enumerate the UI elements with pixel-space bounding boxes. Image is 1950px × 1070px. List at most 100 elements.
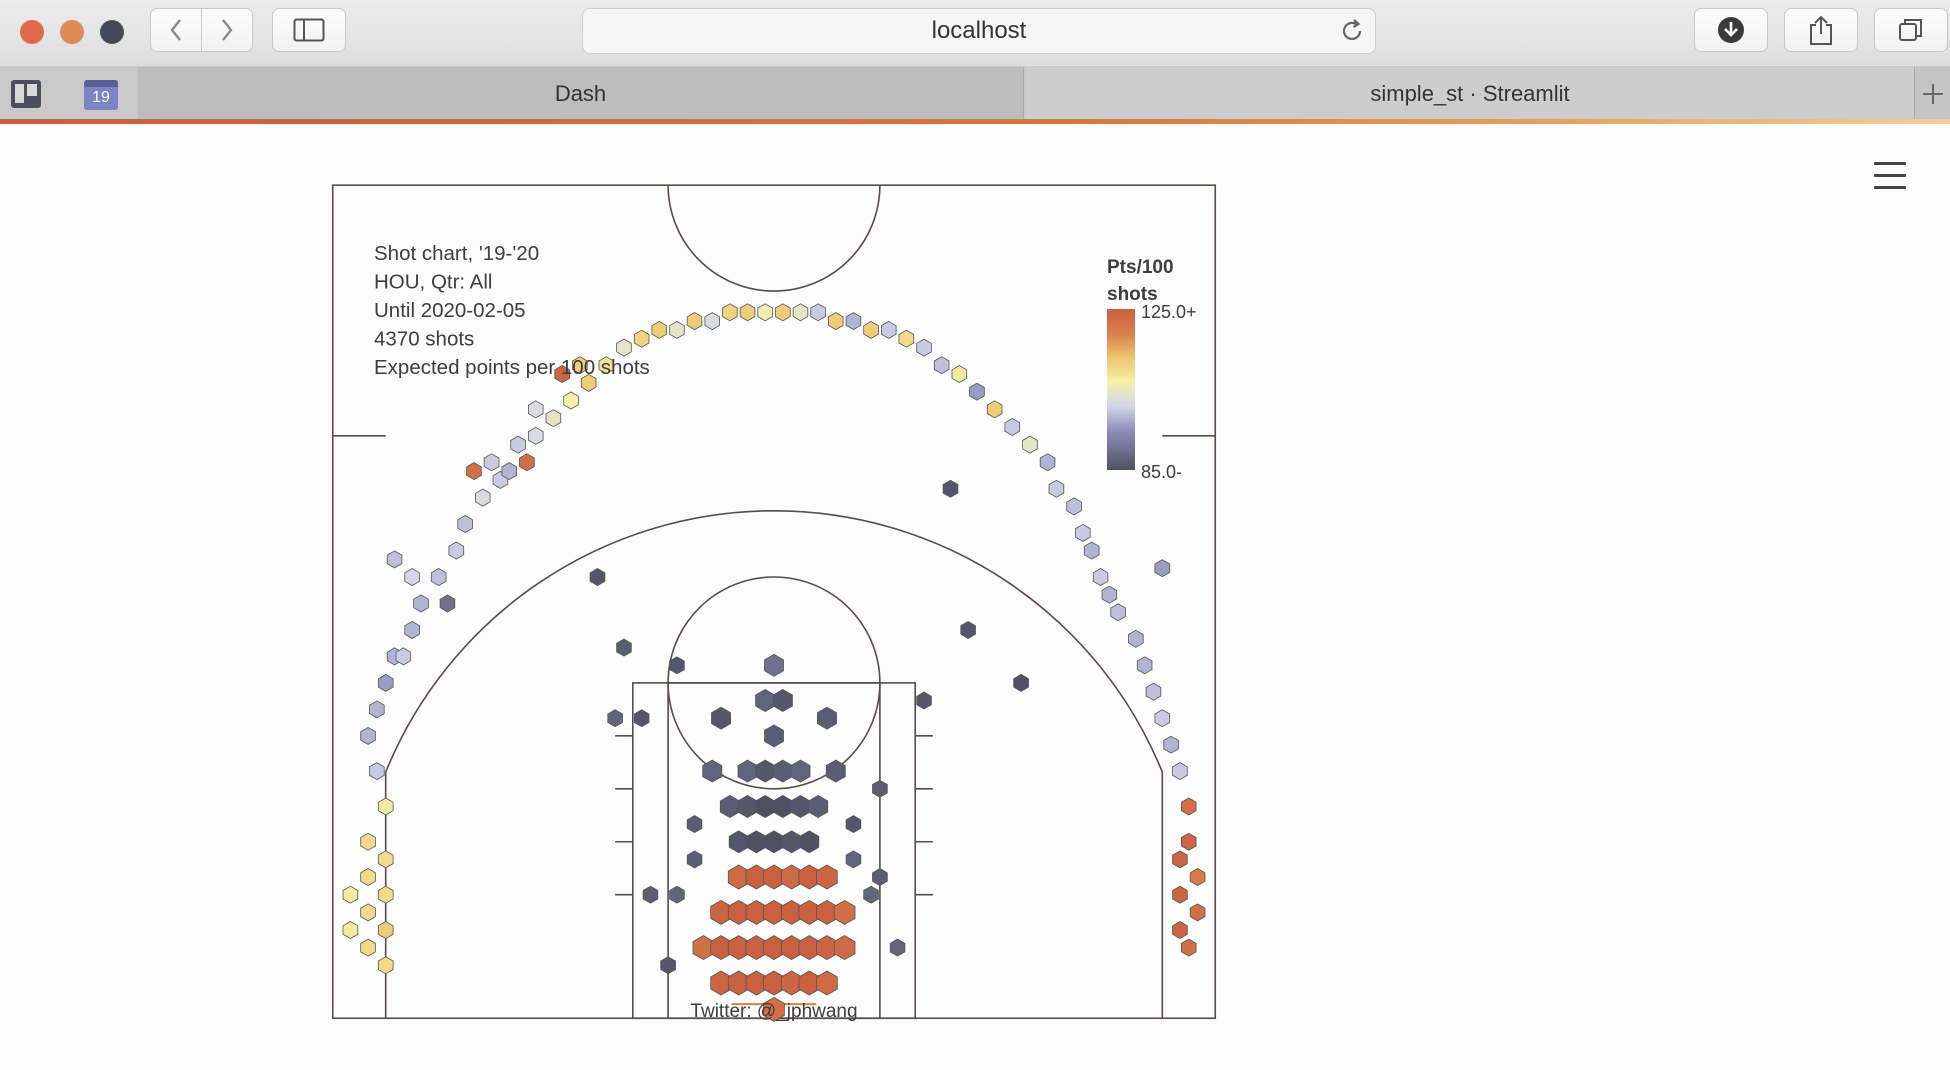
shot-hexbin bbox=[1189, 903, 1206, 922]
shot-hexbin bbox=[1075, 523, 1091, 542]
forward-button[interactable] bbox=[201, 8, 253, 52]
shot-hexbin bbox=[360, 868, 376, 886]
shot-hexbin bbox=[669, 656, 685, 675]
shot-hexbin bbox=[816, 970, 838, 996]
shot-hexbin bbox=[746, 830, 767, 854]
minimize-window-button[interactable] bbox=[60, 20, 84, 44]
reload-icon[interactable] bbox=[1339, 18, 1365, 44]
shot-hexbin bbox=[1181, 832, 1197, 851]
colorbar-min-label: 85.0- bbox=[1141, 462, 1182, 482]
shot-hexbin bbox=[395, 647, 412, 666]
pinned-tab-calendar[interactable]: 19 bbox=[84, 80, 118, 110]
download-icon bbox=[1718, 17, 1744, 43]
shot-hexbin bbox=[633, 709, 650, 728]
address-bar[interactable]: localhost bbox=[582, 8, 1376, 54]
shot-hexbin bbox=[1172, 885, 1188, 904]
pinned-tab-sidebar[interactable] bbox=[10, 79, 42, 109]
chevron-left-icon bbox=[170, 19, 181, 41]
shot-hexbin bbox=[711, 706, 731, 730]
shot-hexbin bbox=[589, 568, 606, 586]
shot-hexbin bbox=[755, 759, 776, 783]
annotation-metric: Expected points per 100 shots bbox=[374, 356, 650, 379]
shot-hexbin bbox=[598, 356, 615, 375]
shot-hexbin bbox=[483, 453, 500, 472]
shot-hexbin bbox=[528, 400, 544, 419]
shot-hexbin bbox=[580, 373, 597, 392]
court-lines bbox=[331, 184, 1217, 1020]
shot-hexbin bbox=[686, 312, 703, 331]
new-tab-button[interactable] bbox=[1914, 67, 1950, 121]
shot-hexbin bbox=[1039, 453, 1056, 472]
shot-hexbin bbox=[554, 365, 570, 383]
shot-hexbin bbox=[757, 303, 773, 322]
shot-hexbin bbox=[960, 621, 976, 639]
shot-hexbin bbox=[1181, 938, 1197, 957]
shot-hexbin bbox=[377, 921, 394, 939]
shot-hexbin bbox=[845, 312, 862, 331]
shot-hexbin bbox=[1154, 559, 1171, 578]
annotation-date: Until 2020-02-05 bbox=[374, 299, 526, 322]
shot-hexbin bbox=[951, 365, 968, 383]
shot-hexbin bbox=[1022, 435, 1038, 454]
tab-label: simple_st · Streamlit bbox=[1370, 81, 1570, 106]
shot-hexbin bbox=[817, 706, 837, 730]
shot-hexbin bbox=[651, 320, 667, 339]
shot-hexbin bbox=[1048, 479, 1065, 498]
url-text: localhost bbox=[931, 17, 1027, 44]
shot-hexbin bbox=[872, 868, 888, 886]
colorbar-title-line1: Pts/100 bbox=[1107, 257, 1174, 278]
tab-simple-st-streamlit[interactable]: simple_st · Streamlit bbox=[1026, 67, 1914, 121]
shot-hexbin bbox=[863, 885, 879, 904]
shot-hexbin bbox=[898, 329, 915, 348]
downloads-button[interactable] bbox=[1694, 8, 1768, 52]
tab-bar: 19 Dash simple_st · Streamlit bbox=[0, 67, 1950, 121]
close-window-button[interactable] bbox=[20, 20, 44, 44]
shot-hexbin bbox=[916, 338, 932, 357]
shot-hexbin bbox=[942, 479, 959, 498]
shot-hexbin bbox=[439, 594, 456, 613]
shot-hexbin bbox=[1154, 709, 1171, 728]
shot-hexbin bbox=[1172, 850, 1188, 869]
hamburger-menu-icon[interactable] bbox=[1874, 162, 1906, 192]
tab-label: Dash bbox=[554, 81, 607, 106]
back-button[interactable] bbox=[150, 8, 202, 52]
shot-hexbin bbox=[1110, 603, 1126, 622]
calendar-badge: 19 bbox=[92, 89, 110, 106]
annotation-title: Shot chart, '19-'20 bbox=[374, 242, 539, 265]
shot-hexbin bbox=[572, 356, 588, 375]
shot-hexbin bbox=[1181, 797, 1197, 816]
three-point-line bbox=[384, 510, 1164, 1019]
shot-hexbin bbox=[457, 515, 473, 533]
shot-hexbin bbox=[845, 815, 862, 834]
annotation-team: HOU, Qtr: All bbox=[374, 271, 492, 294]
shot-hexbin bbox=[1083, 541, 1100, 560]
shot-hexbin bbox=[660, 956, 676, 975]
shot-hexbin bbox=[404, 621, 420, 639]
zoom-window-button[interactable] bbox=[100, 20, 124, 44]
shot-hexbin bbox=[342, 885, 359, 904]
shot-hexbin bbox=[377, 885, 394, 904]
shot-hexbin bbox=[719, 795, 740, 818]
shot-hexbin bbox=[764, 724, 784, 748]
free-throw-circle bbox=[667, 576, 881, 790]
shot-hexbin bbox=[1172, 921, 1188, 939]
shot-hexbin bbox=[616, 638, 632, 657]
shot-hexbin bbox=[969, 382, 985, 401]
shot-hexbin bbox=[466, 462, 482, 481]
browser-toolbar: localhost bbox=[0, 0, 1950, 67]
share-button[interactable] bbox=[1784, 8, 1858, 52]
tab-dash[interactable]: Dash bbox=[138, 67, 1024, 121]
shot-hexbin bbox=[1066, 497, 1082, 516]
shot-hexbin bbox=[342, 921, 359, 939]
shot-hexbin bbox=[377, 797, 394, 816]
shot-hexbin bbox=[828, 312, 844, 331]
shot-hexbin bbox=[764, 653, 784, 677]
tab-overview-button[interactable] bbox=[1874, 8, 1948, 52]
shot-hexbin bbox=[790, 795, 811, 818]
shot-hexbin bbox=[1092, 568, 1109, 586]
shot-hexbin bbox=[369, 700, 385, 719]
shot-hexbin bbox=[519, 453, 535, 472]
shot-hexbin bbox=[386, 550, 403, 569]
shot-hexbin bbox=[501, 462, 517, 481]
sidebar-toggle-button[interactable] bbox=[272, 8, 346, 52]
